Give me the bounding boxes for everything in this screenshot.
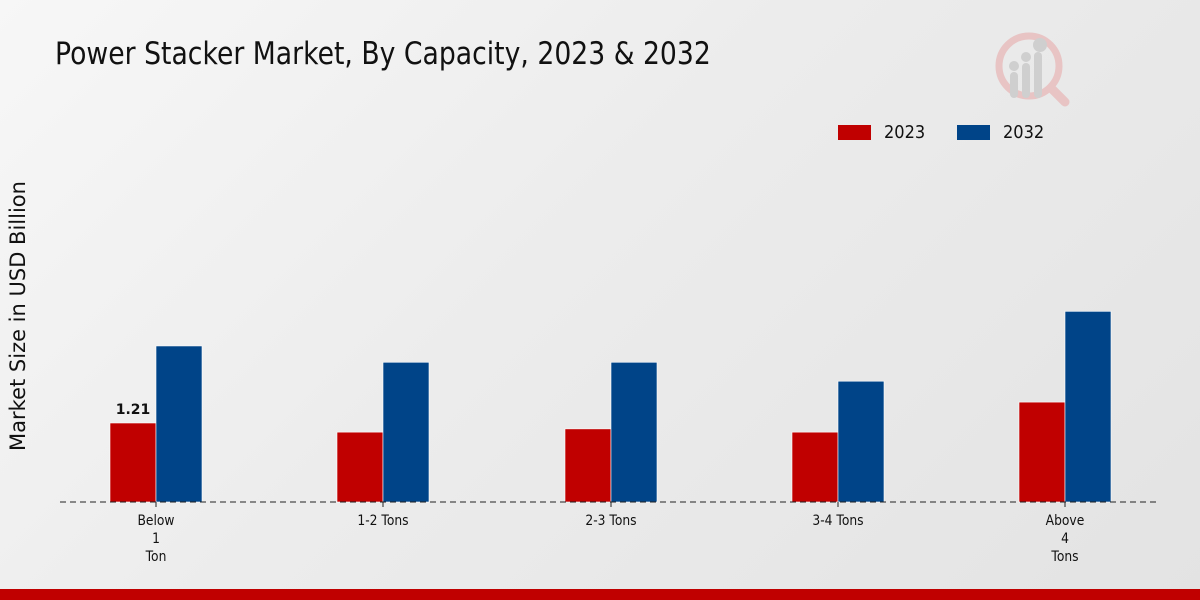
bar-2032-0	[155, 345, 203, 503]
x-tick-label-3: 3-4 Tons	[812, 513, 863, 529]
bar-2032-2	[610, 361, 658, 503]
legend-item-2032[interactable]: 2032	[957, 122, 1049, 143]
legend-swatch-2023	[838, 125, 871, 140]
bar-2032-1	[382, 361, 430, 503]
bar-2023-2	[564, 428, 612, 503]
data-label-2023-0: 1.21	[116, 402, 151, 418]
x-tick-label-0: Below 1 Ton	[137, 513, 174, 565]
footer-bar	[0, 589, 1200, 600]
legend-label-2023: 2023	[884, 122, 926, 143]
legend-swatch-2032	[957, 125, 990, 140]
x-tick-label-1: 1-2 Tons	[357, 513, 408, 529]
x-tick-label-4: Above 4 Tons	[1046, 513, 1085, 565]
bar-2032-3	[837, 380, 885, 503]
chart-title: Power Stacker Market, By Capacity, 2023 …	[55, 36, 711, 72]
bar-2032-4	[1064, 311, 1112, 503]
bar-2023-4	[1018, 401, 1066, 503]
brand-logo-icon	[995, 32, 1070, 107]
bar-2023-1	[336, 431, 384, 503]
x-tick-label-2: 2-3 Tons	[585, 513, 636, 529]
bar-2023-3	[791, 431, 839, 503]
legend-label-2032: 2032	[1003, 122, 1045, 143]
legend-item-2023[interactable]: 2023	[838, 122, 930, 143]
bar-2023-0	[109, 422, 157, 503]
